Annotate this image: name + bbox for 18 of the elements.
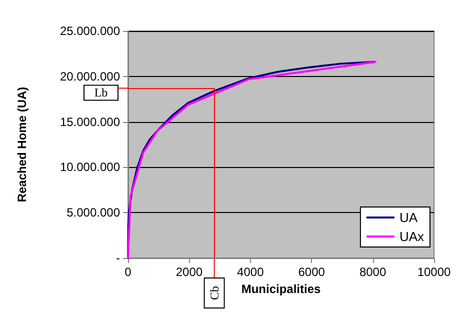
x-tick-label: 4000	[237, 265, 264, 279]
y-tick-label: 25.000.000	[60, 24, 120, 38]
y-tick-label: -	[116, 251, 120, 265]
legend-label: UA	[399, 210, 418, 225]
y-tick-label: 5.000.000	[66, 206, 120, 220]
y-tick-label: 20.000.000	[60, 69, 120, 84]
x-tick-label: 10000	[417, 265, 452, 279]
ref-line-label: Cb	[207, 286, 222, 300]
y-tick-label: 15.000.000	[60, 114, 120, 129]
x-tick-label: 8000	[359, 265, 386, 279]
x-tick-label: 6000	[298, 265, 326, 279]
x-tick-label: 0	[124, 265, 132, 279]
y-axis-title: Reached Home (UA)	[15, 86, 29, 202]
x-tick-label: 2000	[176, 265, 203, 279]
x-axis-title: Municipalities	[241, 282, 321, 296]
legend-label: UAx	[399, 229, 424, 244]
ref-line-label: Lb	[94, 86, 108, 100]
y-tick-label: 10.000.000	[60, 160, 120, 174]
